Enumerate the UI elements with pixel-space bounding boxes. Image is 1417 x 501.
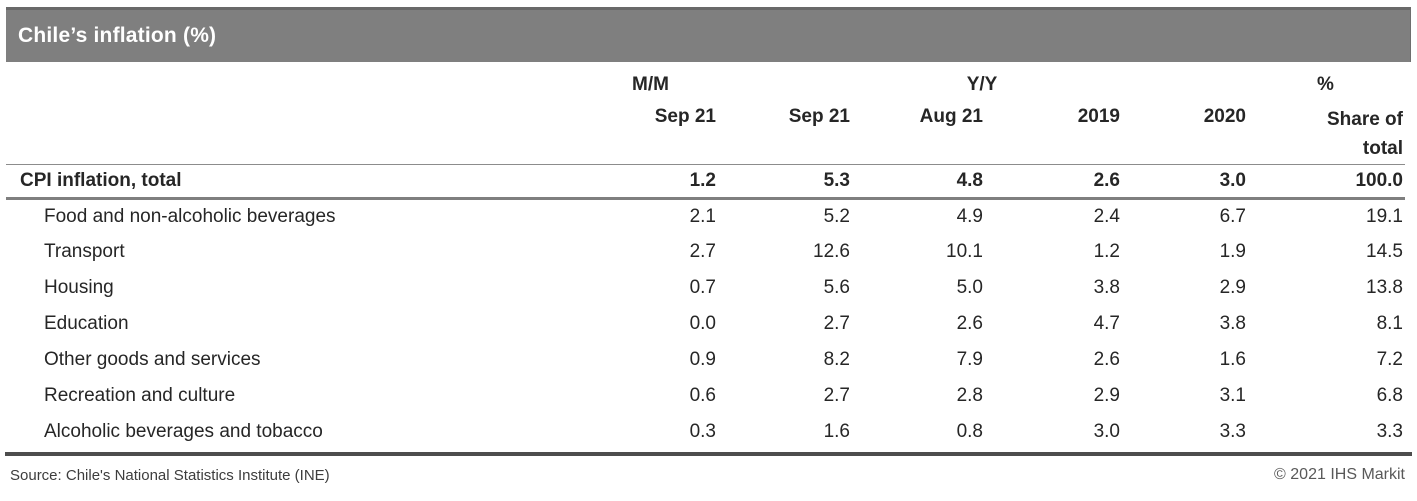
value-cell: 1.6 [823,421,850,442]
row-label: Food and non-alcoholic beverages [44,205,336,227]
value-cell: 2.4 [1093,205,1120,227]
row-label: Recreation and culture [44,385,236,406]
title-bar: Chile’s inflation (%) [6,7,1411,62]
value-cell: 2.7 [823,313,850,334]
value-cell: 1.2 [689,169,716,191]
value-cell: 13.8 [1366,277,1403,298]
group-header-yy: Y/Y [966,74,998,95]
value-cell: 2.8 [956,385,983,406]
row-label: Alcoholic beverages and tobacco [44,421,323,442]
value-cell: 8.2 [823,349,850,370]
row-label: Transport [44,241,125,262]
inflation-table: M/M Y/Y % Sep 21 Sep 21 Aug 21 2019 2020… [6,62,1405,450]
value-cell: 3.3 [1376,421,1403,442]
value-cell: 3.8 [1219,313,1246,334]
value-cell: 3.0 [1219,169,1246,191]
value-cell: 4.7 [1093,313,1120,334]
value-cell: 14.5 [1366,241,1403,262]
copyright-note: © 2021 IHS Markit [1274,466,1405,483]
table-row: Food and non-alcoholic beverages 2.1 5.2… [6,198,1405,234]
value-cell: 19.1 [1366,205,1403,227]
value-cell: 2.7 [689,241,716,262]
value-cell: 10.1 [946,241,983,262]
row-label: Housing [44,277,114,298]
value-cell: 1.9 [1219,241,1246,262]
value-cell: 12.6 [813,241,850,262]
value-cell: 0.0 [689,313,716,334]
column-header-aug21: Aug 21 [919,106,983,127]
row-label: Other goods and services [44,349,261,370]
table-row: Recreation and culture 0.6 2.7 2.8 2.9 3… [6,378,1405,414]
column-header-row: Sep 21 Sep 21 Aug 21 2019 2020 Share of … [6,98,1405,164]
value-cell: 8.1 [1376,313,1403,334]
value-cell: 0.8 [956,421,983,442]
value-cell: 6.8 [1376,385,1403,406]
group-header-row: M/M Y/Y % [6,62,1405,98]
total-row: CPI inflation, total 1.2 5.3 4.8 2.6 3.0… [6,164,1405,198]
table-header: M/M Y/Y % Sep 21 Sep 21 Aug 21 2019 2020… [6,62,1405,164]
column-header-2020: 2020 [1203,106,1246,127]
value-cell: 5.3 [823,169,850,191]
value-cell: 4.9 [956,205,983,227]
value-cell: 100.0 [1355,169,1403,191]
value-cell: 3.3 [1219,421,1246,442]
page-title: Chile’s inflation (%) [18,24,217,47]
column-header-2019: 2019 [1077,106,1120,127]
group-header-mm: M/M [632,74,669,95]
group-header-spacer [6,62,585,98]
group-header-pct: % [1317,74,1334,95]
share-of-total-label: Share of total [1326,109,1403,159]
value-cell: 7.2 [1376,349,1403,370]
value-cell: 0.7 [689,277,716,298]
column-header-share-of-total: Share of total [1248,98,1405,164]
value-cell: 0.9 [689,349,716,370]
table-row: Housing 0.7 5.6 5.0 3.8 2.9 13.8 [6,270,1405,306]
source-note: Source: Chile's National Statistics Inst… [10,466,330,484]
value-cell: 4.8 [956,169,983,191]
value-cell: 5.6 [823,277,850,298]
value-cell: 2.6 [956,313,983,334]
column-header-sep21-yy: Sep 21 [788,106,850,127]
table-row: Education 0.0 2.7 2.6 4.7 3.8 8.1 [6,306,1405,342]
footer: Source: Chile's National Statistics Inst… [10,466,1405,484]
bottom-rule [5,452,1412,456]
value-cell: 3.1 [1219,385,1246,406]
value-cell: 2.7 [823,385,850,406]
value-cell: 5.2 [823,205,850,227]
value-cell: 2.1 [689,205,716,227]
value-cell: 6.7 [1219,205,1246,227]
value-cell: 0.6 [689,385,716,406]
value-cell: 7.9 [956,349,983,370]
column-header-spacer [6,98,585,164]
row-label: Education [44,313,129,334]
table-row: Transport 2.7 12.6 10.1 1.2 1.9 14.5 [6,234,1405,270]
value-cell: 2.9 [1219,277,1246,298]
table-row: Alcoholic beverages and tobacco 0.3 1.6 … [6,414,1405,450]
column-header-sep21-mm: Sep 21 [654,106,716,127]
value-cell: 1.2 [1093,241,1120,262]
table-row: Other goods and services 0.9 8.2 7.9 2.6… [6,342,1405,378]
value-cell: 2.6 [1093,349,1120,370]
row-label: CPI inflation, total [20,169,182,191]
value-cell: 0.3 [689,421,716,442]
value-cell: 3.0 [1093,421,1120,442]
value-cell: 2.9 [1093,385,1120,406]
value-cell: 3.8 [1093,277,1120,298]
value-cell: 2.6 [1093,169,1120,191]
value-cell: 1.6 [1219,349,1246,370]
value-cell: 5.0 [956,277,983,298]
